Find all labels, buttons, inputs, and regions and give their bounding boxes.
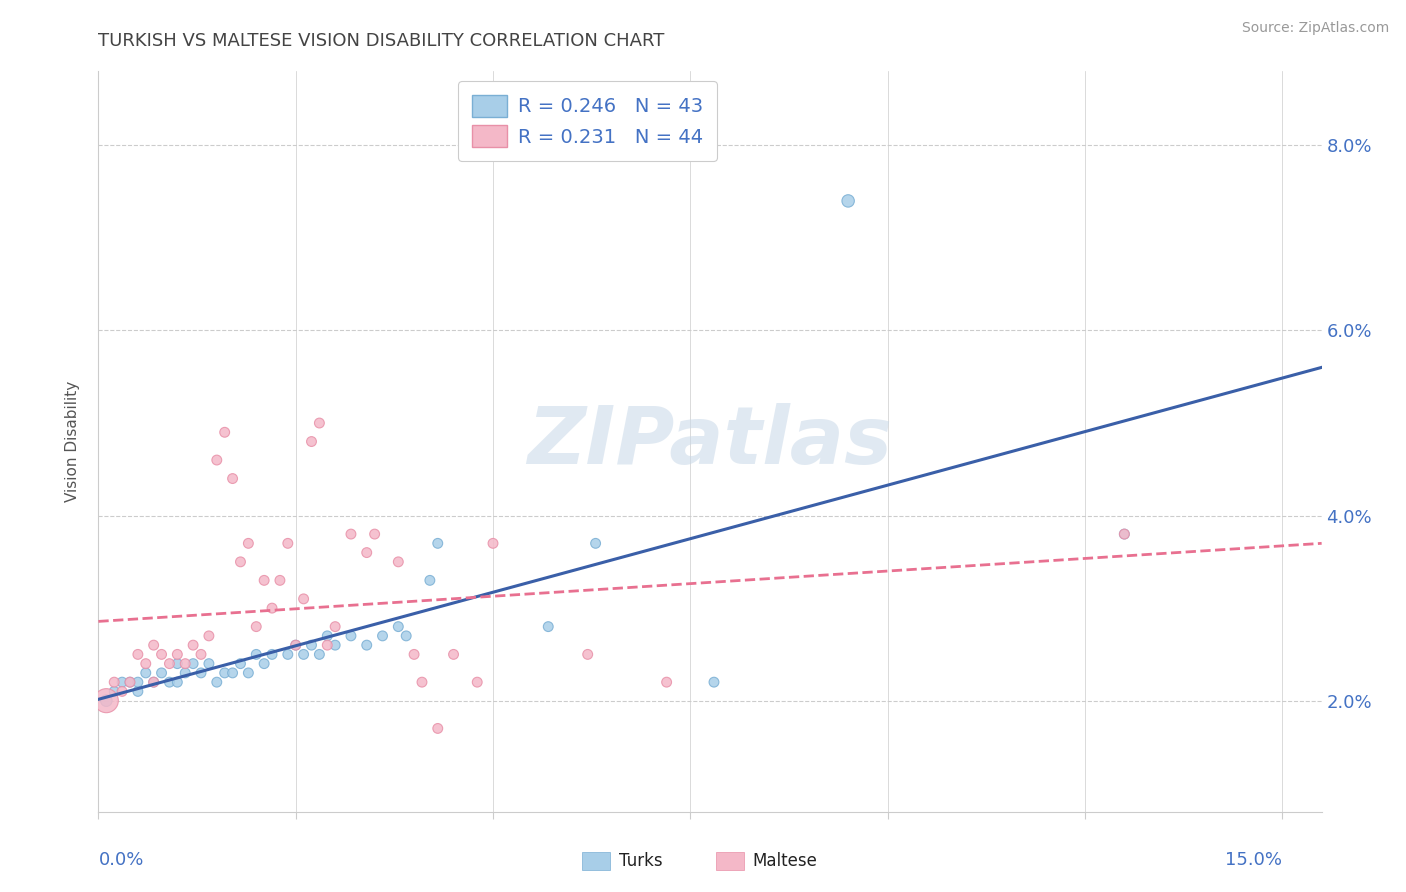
Text: 0.0%: 0.0% bbox=[98, 851, 143, 869]
Point bbox=[238, 665, 260, 680]
Point bbox=[111, 675, 134, 690]
Point bbox=[127, 684, 149, 698]
Point bbox=[277, 536, 299, 550]
Text: Maltese: Maltese bbox=[752, 852, 817, 870]
Point bbox=[585, 536, 607, 550]
Point bbox=[135, 665, 157, 680]
Point bbox=[118, 675, 141, 690]
Point bbox=[260, 601, 283, 615]
Point bbox=[221, 665, 243, 680]
Point bbox=[655, 675, 678, 690]
Point bbox=[221, 471, 243, 485]
Point bbox=[426, 536, 449, 550]
Text: Turks: Turks bbox=[619, 852, 662, 870]
Text: 15.0%: 15.0% bbox=[1225, 851, 1282, 869]
Point bbox=[198, 629, 221, 643]
Point bbox=[340, 527, 363, 541]
Point bbox=[229, 555, 252, 569]
Point bbox=[284, 638, 307, 652]
Point bbox=[166, 648, 188, 662]
Point bbox=[96, 694, 118, 708]
Point bbox=[465, 675, 488, 690]
Point bbox=[292, 591, 315, 606]
Point bbox=[443, 648, 465, 662]
Point bbox=[277, 648, 299, 662]
Point bbox=[537, 619, 560, 633]
Point bbox=[127, 675, 149, 690]
Point bbox=[371, 629, 394, 643]
Point bbox=[404, 648, 426, 662]
Point bbox=[142, 675, 165, 690]
Text: Source: ZipAtlas.com: Source: ZipAtlas.com bbox=[1241, 21, 1389, 35]
Point bbox=[308, 416, 330, 430]
Point bbox=[205, 675, 228, 690]
Point bbox=[387, 555, 409, 569]
Point bbox=[284, 638, 307, 652]
Point bbox=[1114, 527, 1136, 541]
Point bbox=[118, 675, 141, 690]
Point bbox=[150, 648, 173, 662]
Point bbox=[245, 619, 267, 633]
Point bbox=[205, 453, 228, 467]
Point bbox=[1114, 527, 1136, 541]
Point bbox=[214, 665, 236, 680]
Point bbox=[253, 574, 276, 588]
Point bbox=[181, 638, 204, 652]
Point bbox=[229, 657, 252, 671]
Point bbox=[292, 648, 315, 662]
Legend: R = 0.246   N = 43, R = 0.231   N = 44: R = 0.246 N = 43, R = 0.231 N = 44 bbox=[458, 81, 717, 161]
Point bbox=[159, 675, 181, 690]
Text: TURKISH VS MALTESE VISION DISABILITY CORRELATION CHART: TURKISH VS MALTESE VISION DISABILITY COR… bbox=[98, 32, 665, 50]
Point bbox=[426, 722, 449, 736]
Text: ZIPatlas: ZIPatlas bbox=[527, 402, 893, 481]
Point bbox=[419, 574, 441, 588]
Point bbox=[253, 657, 276, 671]
Point bbox=[837, 194, 859, 208]
Point bbox=[181, 657, 204, 671]
Point bbox=[135, 657, 157, 671]
Point bbox=[269, 574, 291, 588]
Point bbox=[142, 638, 165, 652]
Point bbox=[150, 665, 173, 680]
Point bbox=[323, 638, 346, 652]
Point bbox=[127, 648, 149, 662]
Point bbox=[260, 648, 283, 662]
Point bbox=[308, 648, 330, 662]
Point bbox=[387, 619, 409, 633]
Point bbox=[103, 675, 125, 690]
Point bbox=[159, 657, 181, 671]
Point bbox=[356, 545, 378, 560]
Point bbox=[316, 629, 339, 643]
Point bbox=[111, 684, 134, 698]
Point bbox=[174, 657, 197, 671]
Point bbox=[245, 648, 267, 662]
Point bbox=[703, 675, 725, 690]
Point bbox=[190, 648, 212, 662]
Point bbox=[356, 638, 378, 652]
Point bbox=[301, 434, 323, 449]
Point bbox=[238, 536, 260, 550]
Point bbox=[198, 657, 221, 671]
Point bbox=[395, 629, 418, 643]
Point bbox=[174, 665, 197, 680]
Point bbox=[323, 619, 346, 633]
Point bbox=[482, 536, 505, 550]
Point bbox=[166, 657, 188, 671]
Point bbox=[340, 629, 363, 643]
Point bbox=[301, 638, 323, 652]
Point bbox=[316, 638, 339, 652]
Point bbox=[103, 684, 125, 698]
Point bbox=[214, 425, 236, 440]
Point bbox=[96, 694, 118, 708]
Point bbox=[576, 648, 599, 662]
Point bbox=[190, 665, 212, 680]
Y-axis label: Vision Disability: Vision Disability bbox=[65, 381, 80, 502]
Point bbox=[411, 675, 433, 690]
Point bbox=[363, 527, 385, 541]
Point bbox=[142, 675, 165, 690]
Point bbox=[166, 675, 188, 690]
